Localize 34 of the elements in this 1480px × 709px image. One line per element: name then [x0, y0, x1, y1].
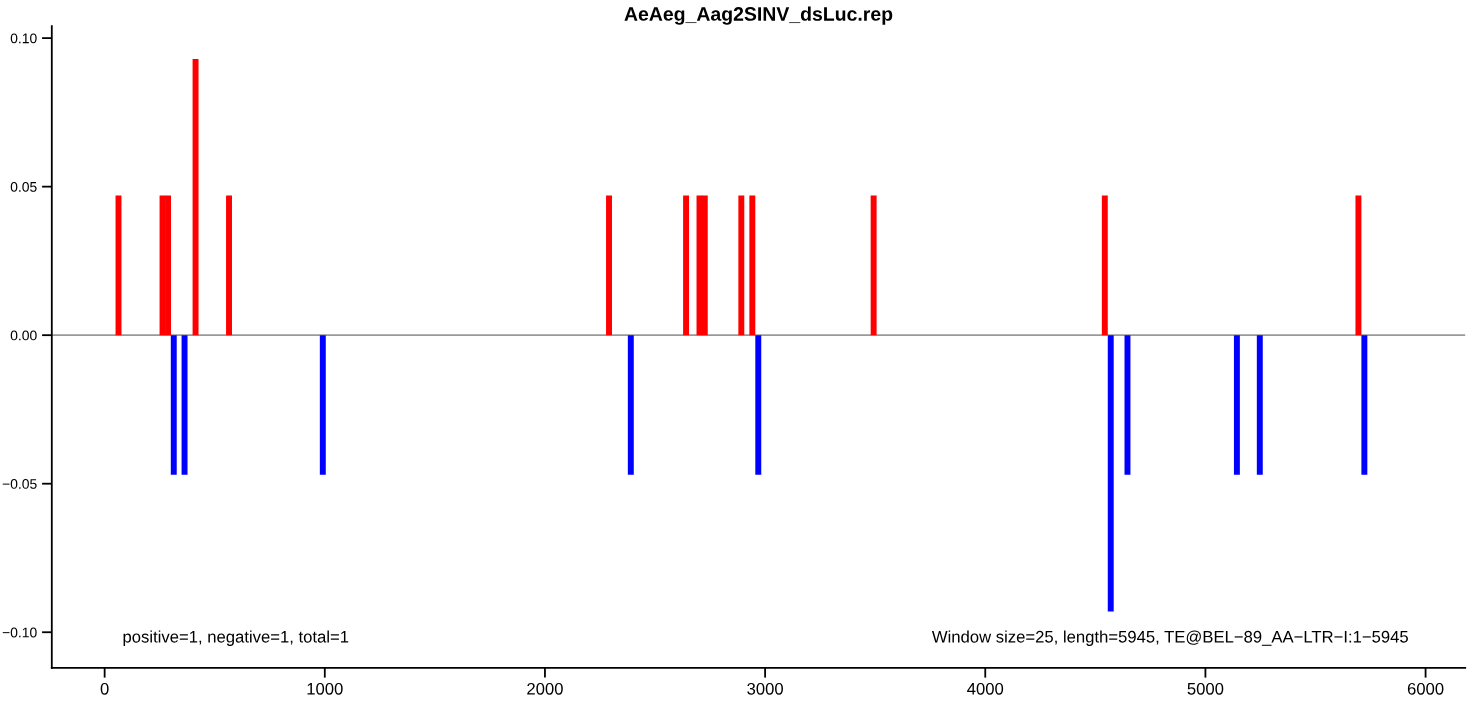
y-tick-label: −0.10: [2, 627, 37, 638]
x-tick-label: 4000: [967, 682, 1004, 695]
bar: [1361, 335, 1368, 475]
bar: [1107, 335, 1114, 612]
y-tick-label: 0.05: [10, 181, 37, 192]
bar: [870, 195, 877, 336]
bar: [226, 195, 232, 336]
y-tick-label: 0.10: [10, 33, 37, 44]
bar: [606, 195, 612, 336]
x-tick-label: 3000: [747, 682, 783, 695]
y-tick-label: −0.05: [2, 479, 37, 489]
bar: [755, 335, 762, 475]
chart-title: AeAeg_Aag2SINV_dsLuc.rep: [624, 6, 893, 25]
bar: [1256, 335, 1263, 475]
bar: [738, 195, 745, 336]
annotation: positive=1, negative=1, total=1: [123, 630, 349, 646]
bar: [1233, 335, 1240, 475]
y-tick-label: 0.00: [10, 330, 37, 341]
bar: [192, 58, 199, 336]
bar: [749, 195, 756, 336]
x-tick-label: 1000: [307, 682, 343, 695]
bar: [170, 335, 177, 475]
x-tick-label: 0: [100, 682, 109, 695]
x-tick-label: 2000: [527, 682, 563, 695]
bar: [683, 195, 690, 336]
bar: [1355, 195, 1362, 336]
bar: [181, 335, 188, 475]
bar: [701, 195, 708, 336]
x-tick-label: 6000: [1407, 682, 1444, 695]
bar: [627, 335, 634, 475]
bar: [319, 335, 326, 475]
x-tick-label: 5000: [1187, 682, 1224, 695]
annotation: Window size=25, length=5945, TE@BEL−89_AA−LTR−I:1−5945: [931, 630, 1408, 646]
bar: [1101, 195, 1108, 336]
